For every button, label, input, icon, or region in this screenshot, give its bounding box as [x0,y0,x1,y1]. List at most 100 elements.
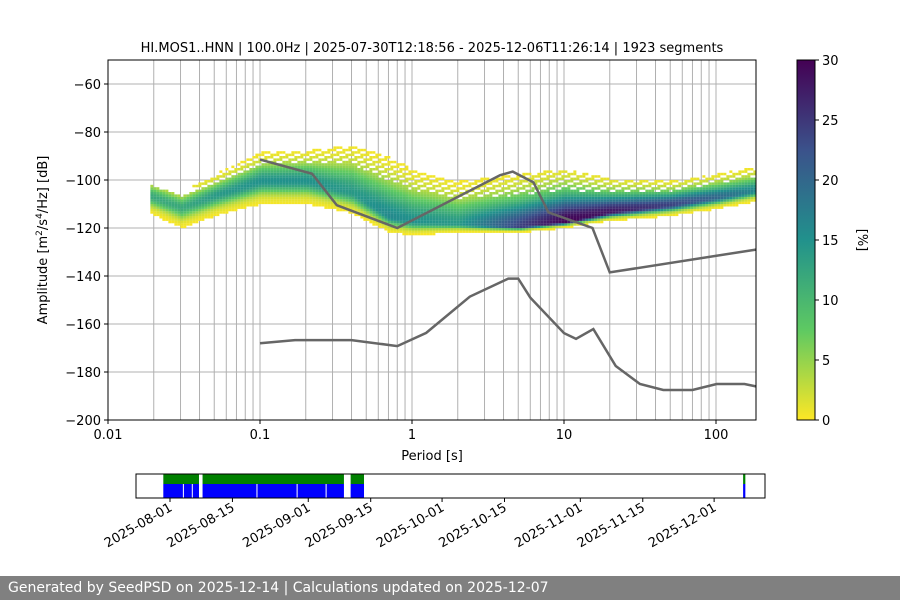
pdf-cell [669,208,673,212]
pdf-cell [252,172,256,176]
pdf-cell [498,208,502,212]
pdf-cell [405,196,409,200]
pdf-cell [579,206,583,209]
pdf-cell [291,163,295,166]
pdf-cell [177,194,181,197]
y-tick-label: −60 [74,78,101,93]
pdf-cell [510,230,514,233]
pdf-cell [627,184,631,188]
pdf-cell [381,192,385,195]
pdf-cell [477,218,481,221]
pdf-cell [588,216,592,219]
pdf-cell [417,180,421,183]
pdf-cell [315,204,319,207]
pdf-cell [696,182,700,185]
pdf-cell [450,213,454,217]
pdf-cell [480,206,484,209]
pdf-cell [471,230,475,233]
pdf-cell [294,199,298,202]
pdf-cell [360,153,364,157]
pdf-cell [372,194,376,197]
pdf-cell [219,187,223,190]
pdf-cell [348,175,352,178]
pdf-cell [258,168,262,171]
pdf-cell [345,206,349,209]
pdf-cell [357,160,361,164]
pdf-cell [285,175,289,178]
pdf-cell [279,201,283,205]
pdf-cell [375,165,379,169]
pdf-cell [240,184,244,188]
pdf-cell [258,199,262,202]
pdf-cell [348,170,352,173]
pdf-cell [555,218,559,221]
pdf-cell [261,180,265,183]
pdf-cell [288,192,292,195]
pdf-cell [240,192,244,195]
pdf-cell [279,168,283,171]
pdf-cell [423,232,427,236]
pdf-cell [267,175,271,178]
pdf-cell [519,204,523,207]
pdf-cell [183,196,187,200]
pdf-cell [246,187,250,190]
pdf-cell [204,189,208,193]
pdf-cell [546,206,550,209]
pdf-cell [276,165,280,169]
pdf-cell [474,192,478,195]
pdf-cell [744,194,748,197]
pdf-cell [675,208,679,212]
pdf-cell [408,218,412,221]
pdf-cell [348,211,352,214]
pdf-cell [447,223,451,226]
pdf-cell [621,211,625,214]
pdf-cell [543,216,547,219]
pdf-cell [705,201,709,205]
pdf-cell [339,177,343,181]
pdf-cell [246,172,250,176]
pdf-cell [522,225,526,229]
pdf-cell [444,204,448,207]
pdf-cell [324,204,328,207]
pdf-cell [423,220,427,224]
pdf-cell [396,189,400,193]
pdf-cell [207,189,211,193]
pdf-cell [288,180,292,183]
pdf-cell [615,211,619,214]
pdf-cell [594,199,598,202]
pdf-cell [585,204,589,207]
pdf-cell [312,156,316,159]
pdf-cell [324,151,328,154]
pdf-cell [663,201,667,205]
pdf-cell [666,199,670,202]
pdf-cell [408,172,412,176]
pdf-cell [552,187,556,190]
pdf-cell [525,192,529,195]
pdf-cell [360,184,364,188]
pdf-cell [171,218,175,221]
pdf-cell [210,187,214,190]
pdf-cell [348,204,352,207]
pdf-cell [327,180,331,183]
pdf-cell [627,180,631,183]
pdf-cell [273,165,277,169]
pdf-cell [687,192,691,195]
pdf-cell [483,204,487,207]
pdf-cell [387,199,391,202]
pdf-cell [564,187,568,190]
pdf-cell [579,211,583,214]
pdf-cell [459,180,463,183]
pdf-cell [369,192,373,195]
pdf-cell [201,192,205,195]
pdf-cell [237,182,241,185]
pdf-cell [540,194,544,197]
pdf-cell [429,228,433,231]
pdf-cell [309,187,313,190]
pdf-cell [300,172,304,176]
pdf-cell [504,213,508,217]
pdf-cell [192,199,196,202]
pdf-cell [480,189,484,193]
pdf-cell [462,230,466,233]
pdf-cell [690,187,694,190]
pdf-cell [594,196,598,200]
